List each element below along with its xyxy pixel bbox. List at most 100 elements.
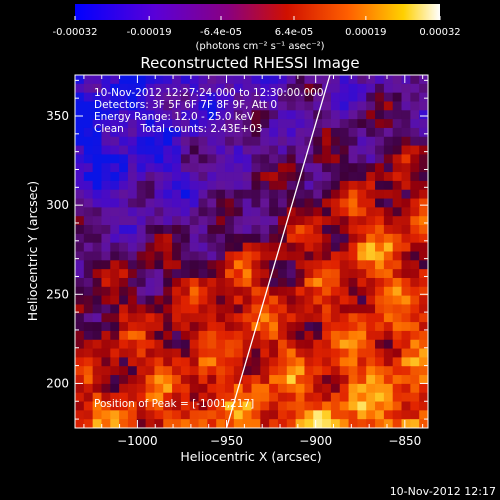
heatmap-cell <box>269 75 279 85</box>
heatmap-cell <box>392 207 403 217</box>
heatmap-cell <box>154 163 164 173</box>
heatmap-cell <box>172 216 182 226</box>
heatmap-cell <box>216 127 226 138</box>
heatmap-cell <box>410 92 420 102</box>
heatmap-cell <box>189 286 200 297</box>
heatmap-cell <box>180 189 191 200</box>
heatmap-cell <box>119 277 129 288</box>
heatmap-cell <box>286 92 297 102</box>
heatmap-cell <box>136 251 147 261</box>
heatmap-cell <box>136 260 147 270</box>
heatmap-cell <box>366 207 376 217</box>
heatmap-cell <box>101 392 111 403</box>
heatmap-cell <box>180 286 191 297</box>
heatmap-cell <box>119 260 129 270</box>
heatmap-cell <box>366 286 376 297</box>
heatmap-cell <box>136 225 147 235</box>
heatmap-cell <box>419 375 428 385</box>
heatmap-cell <box>242 198 252 208</box>
heatmap-cell <box>269 410 279 420</box>
heatmap-cell <box>339 225 350 235</box>
heatmap-cell <box>410 375 420 385</box>
heatmap-cell <box>322 163 332 173</box>
heatmap-cell <box>163 419 173 428</box>
heatmap-cell <box>322 277 332 288</box>
heatmap-cell <box>392 313 403 323</box>
heatmap-cell <box>198 83 208 94</box>
heatmap-cell <box>383 322 394 332</box>
heatmap-cell <box>75 233 85 244</box>
heatmap-cell <box>83 392 94 403</box>
heatmap-cell <box>392 348 403 358</box>
heatmap-cell <box>110 401 120 411</box>
heatmap-cell <box>180 101 191 111</box>
heatmap-cell <box>119 392 129 403</box>
heatmap-cell <box>101 110 111 120</box>
heatmap-cell <box>330 269 341 279</box>
heatmap-cell <box>330 277 341 288</box>
heatmap-cell <box>251 75 261 85</box>
heatmap-cell <box>180 339 191 350</box>
heatmap-cell <box>366 313 376 323</box>
heatmap-cell <box>216 136 226 147</box>
heatmap-cell <box>313 233 323 244</box>
heatmap-cell <box>145 189 155 200</box>
heatmap-cell <box>163 119 173 129</box>
heatmap-cell <box>286 180 297 191</box>
heatmap-cell <box>383 269 394 279</box>
heatmap-cell <box>75 313 85 323</box>
heatmap-cell <box>383 392 394 403</box>
heatmap-cell <box>145 269 155 279</box>
heatmap-cell <box>189 145 200 155</box>
heatmap-cell <box>198 127 208 138</box>
heatmap-cell <box>92 357 102 367</box>
heatmap-cell <box>313 357 323 367</box>
heatmap-cell <box>383 366 394 376</box>
heatmap-cell <box>392 330 403 341</box>
heatmap-cell <box>419 198 428 208</box>
colorbar-ticks: -0.00032 -0.00019 -6.4e-05 6.4e-05 0.00019 0.… <box>53 16 461 38</box>
heatmap-cell <box>242 75 252 85</box>
x-axis-label: Heliocentric X (arcsec) <box>180 449 321 464</box>
heatmap-cell <box>339 392 350 403</box>
heatmap-cell <box>163 92 173 102</box>
heatmap-cell <box>189 295 200 305</box>
heatmap-cell <box>198 136 208 147</box>
heatmap-cell <box>410 225 420 235</box>
heatmap-cell <box>110 110 120 120</box>
heatmap-cell <box>295 136 305 147</box>
heatmap-cell <box>304 383 314 394</box>
heatmap-cell <box>216 348 226 358</box>
heatmap-cell <box>145 401 155 411</box>
heatmap-cell <box>154 322 164 332</box>
heatmap-cell <box>110 225 120 235</box>
heatmap-cell <box>286 83 297 94</box>
heatmap-cell <box>251 110 261 120</box>
heatmap-cell <box>357 383 367 394</box>
heatmap-cell <box>383 75 394 85</box>
heatmap-cell <box>83 242 94 252</box>
heatmap-cell <box>225 92 235 102</box>
heatmap-cell <box>92 295 102 305</box>
colorbar-tick-label: 0.00032 <box>419 27 460 38</box>
heatmap-cell <box>189 127 200 138</box>
heatmap-cell <box>189 313 200 323</box>
heatmap-cell <box>119 304 129 314</box>
heatmap-cell <box>366 401 376 411</box>
heatmap-cell <box>383 251 394 261</box>
heatmap-cell <box>277 322 288 332</box>
heatmap-cell <box>242 172 252 182</box>
heatmap-cell <box>375 251 385 261</box>
heatmap-cell <box>375 277 385 288</box>
heatmap-cell <box>154 75 164 85</box>
heatmap-cell <box>136 75 147 85</box>
heatmap-cell <box>286 330 297 341</box>
heatmap-cell <box>207 101 217 111</box>
heatmap-cell <box>242 375 252 385</box>
heatmap-cell <box>216 101 226 111</box>
heatmap-cell <box>119 92 129 102</box>
heatmap-cell <box>207 401 217 411</box>
heatmap-cell <box>145 75 155 85</box>
heatmap-cell <box>383 172 394 182</box>
heatmap-cell <box>313 83 323 94</box>
